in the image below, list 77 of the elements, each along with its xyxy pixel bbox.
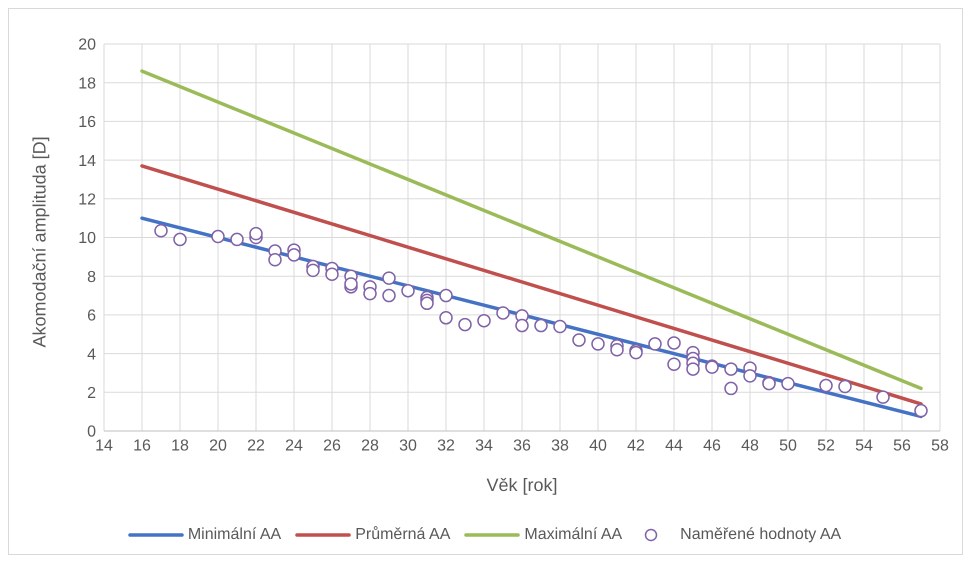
y-tick-label: 8 — [87, 268, 96, 286]
y-tick-label: 12 — [78, 191, 96, 208]
y-tick-label: 18 — [78, 75, 96, 92]
y-tick-label: 16 — [78, 114, 96, 132]
point — [325, 268, 339, 282]
y-tick-label: 2 — [87, 384, 96, 402]
x-tick-label: 58 — [931, 437, 949, 454]
y-tick-label: 4 — [87, 346, 96, 364]
point — [477, 314, 491, 328]
x-tick-label: 18 — [171, 437, 189, 454]
x-tick-label: 50 — [779, 437, 797, 454]
x-tick-label: 38 — [551, 437, 569, 454]
point — [914, 404, 928, 418]
point — [724, 382, 738, 396]
point — [439, 311, 453, 325]
point — [819, 378, 833, 392]
point — [591, 337, 605, 351]
point — [173, 232, 187, 246]
x-tick-label: 28 — [361, 437, 379, 454]
x-tick-label: 42 — [627, 437, 645, 454]
point — [439, 288, 453, 302]
point — [401, 284, 415, 298]
point — [496, 306, 510, 320]
y-tick-label: 10 — [78, 230, 96, 248]
x-tick-label: 44 — [665, 437, 683, 454]
y-tick-label: 20 — [78, 36, 96, 54]
x-tick-label: 52 — [817, 437, 835, 454]
x-tick-label: 48 — [741, 437, 759, 454]
point — [268, 253, 282, 267]
x-tick-label: 26 — [323, 437, 341, 454]
point — [420, 296, 434, 310]
point — [838, 380, 852, 394]
x-tick-label: 22 — [247, 437, 265, 454]
point — [876, 390, 890, 404]
point — [458, 318, 472, 332]
x-tick-label: 34 — [475, 437, 493, 454]
x-tick-label: 54 — [855, 437, 873, 454]
x-axis-title: Věk [rok] — [486, 475, 558, 495]
point — [648, 337, 662, 351]
point — [287, 248, 301, 262]
point — [572, 333, 586, 347]
x-tick-label: 20 — [209, 437, 227, 454]
x-tick-label: 16 — [133, 437, 151, 454]
point — [724, 362, 738, 376]
point — [610, 342, 624, 356]
legend-label: Minimální AA — [186, 526, 282, 544]
x-tick-label: 36 — [513, 437, 531, 454]
point — [667, 357, 681, 371]
legend-label: Maximální AA — [523, 526, 622, 544]
point — [382, 271, 396, 285]
legend-label: Průměrná AA — [354, 526, 450, 544]
point — [154, 224, 168, 238]
y-tick-label: 14 — [78, 152, 96, 170]
point — [306, 264, 320, 278]
x-tick-label: 24 — [285, 437, 303, 454]
point — [344, 277, 358, 291]
point — [249, 226, 263, 240]
point — [211, 230, 225, 244]
point — [515, 318, 529, 332]
legend-label: Naměřené hodnoty AA — [679, 526, 842, 544]
point — [743, 369, 757, 383]
point — [553, 320, 567, 334]
x-tick-label: 56 — [893, 437, 911, 454]
x-tick-label: 40 — [589, 437, 607, 454]
x-tick-label: 30 — [399, 437, 417, 454]
y-tick-label: 6 — [87, 308, 96, 325]
x-tick-label: 32 — [437, 437, 455, 454]
y-axis-title: Akomodační amplituda [D] — [29, 136, 50, 348]
y-tick-label: 0 — [87, 424, 96, 441]
point — [382, 288, 396, 302]
point — [534, 318, 548, 332]
x-tick-label: 46 — [703, 437, 721, 454]
point — [363, 286, 377, 300]
point — [667, 336, 681, 350]
point — [686, 362, 700, 376]
point — [781, 376, 795, 390]
point — [230, 232, 244, 246]
